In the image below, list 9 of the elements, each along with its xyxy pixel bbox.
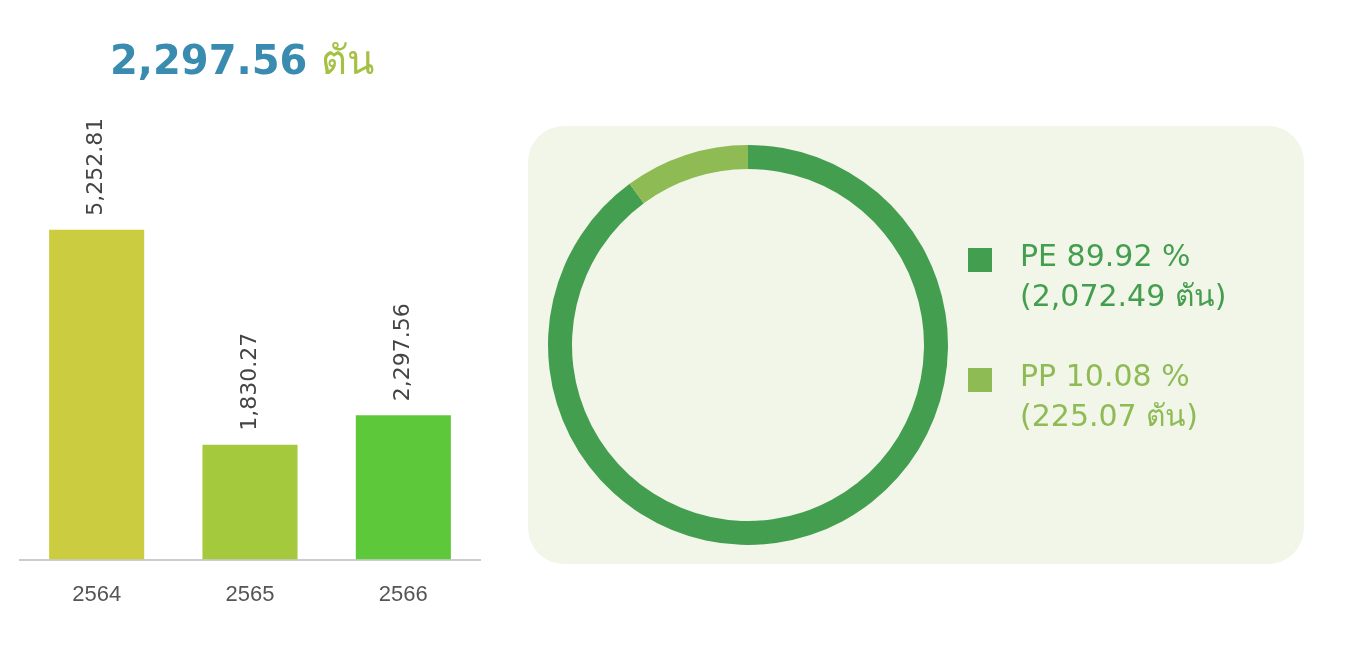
x-tick-label: 2564 (72, 580, 122, 606)
chart-title: 2,297.56 ตัน (110, 37, 375, 83)
x-tick-label: 2566 (378, 580, 428, 606)
legend-label: PE 89.92 % (2,072.49 ตัน) (1020, 237, 1227, 315)
data-label: 2,297.56 (389, 303, 415, 402)
data-label: 1,830.27 (235, 332, 261, 431)
legend-label: PP 10.08 % (225.07 ตัน) (1020, 357, 1199, 435)
data-label: 5,252.81 (82, 117, 108, 216)
x-tick-label: 2565 (225, 580, 275, 606)
